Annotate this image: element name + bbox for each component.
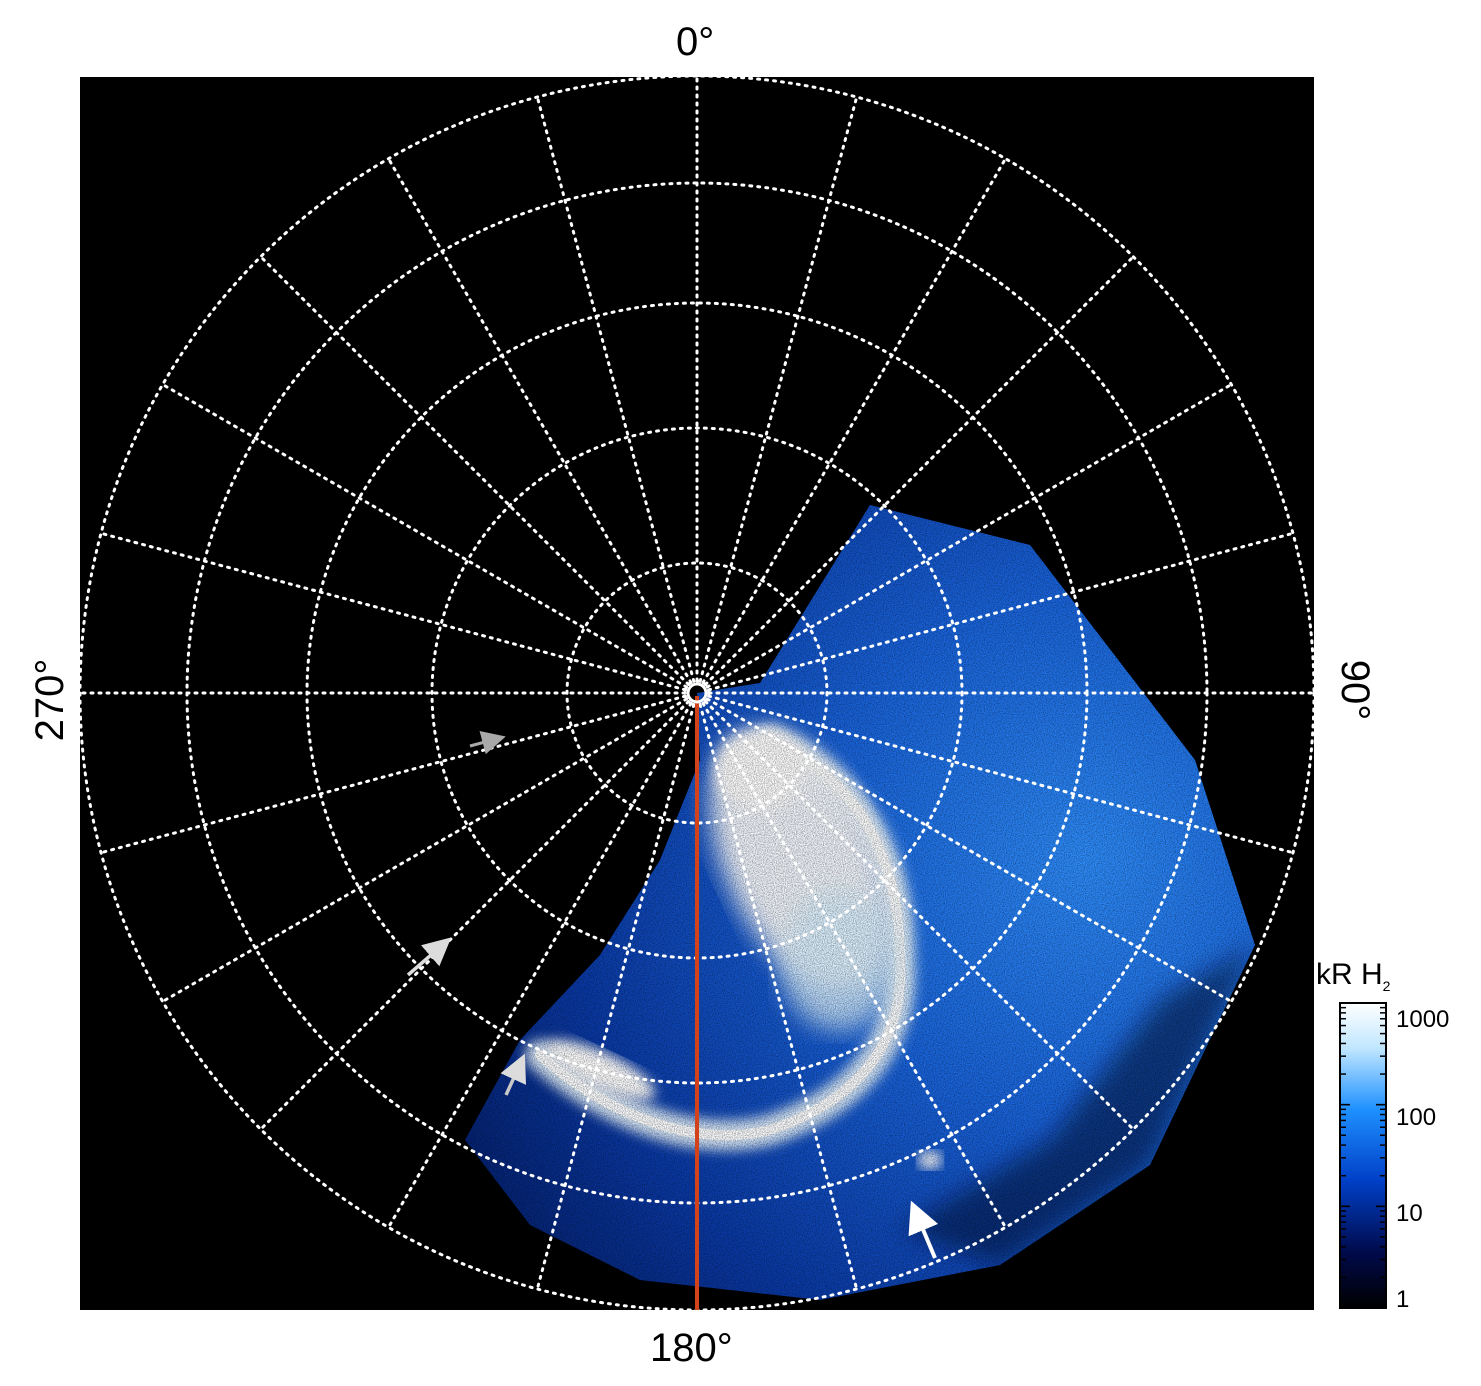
longitude-meridian: [703, 255, 1135, 687]
longitude-meridian: [703, 699, 1135, 1131]
longitude-meridian: [387, 157, 693, 685]
colorbar: [1339, 1002, 1387, 1309]
colorbar-gradient: [1339, 1002, 1387, 1309]
longitude-meridian: [259, 699, 691, 1131]
colorbar-tick-label: 1: [1396, 1286, 1410, 1313]
arrow-light-icon: [406, 937, 452, 977]
colorbar-title: kR H2: [1316, 958, 1391, 995]
longitude-meridian: [698, 95, 859, 683]
label-bottom-180deg: 180°: [650, 1326, 733, 1370]
longitude-meridian: [707, 531, 1295, 692]
colorbar-tick-label: 10: [1396, 1200, 1423, 1227]
longitude-meridian: [161, 383, 689, 689]
arrow-white-icon: [908, 1200, 939, 1259]
longitude-meridian: [99, 531, 687, 692]
longitude-meridian: [535, 703, 696, 1291]
colorbar-ticks: [1340, 1002, 1386, 1309]
longitude-meridian: [701, 701, 1007, 1229]
pole-marker: [686, 682, 708, 704]
latitude-ring: [565, 561, 829, 825]
longitude-meridian: [705, 697, 1233, 1003]
longitude-meridian: [701, 157, 1007, 685]
label-left-270deg: 270°: [28, 658, 72, 742]
longitude-meridian: [705, 383, 1233, 689]
longitude-meridian: [707, 694, 1295, 855]
longitude-meridian: [99, 694, 687, 855]
longitude-meridian: [259, 255, 691, 687]
longitude-meridian: [387, 701, 693, 1229]
longitude-meridian: [535, 95, 696, 683]
colorbar-tick-label: 100: [1396, 1104, 1437, 1131]
longitude-meridian: [161, 697, 689, 1003]
label-right-90deg: 90°: [1333, 659, 1377, 721]
colorbar-tick-label: 1000: [1396, 1006, 1450, 1033]
arrow-light-lower-icon: [500, 1053, 527, 1096]
longitude-meridian: [698, 703, 859, 1291]
arrow-gray-icon: [469, 731, 506, 755]
label-top-0deg: 0°: [676, 20, 715, 64]
